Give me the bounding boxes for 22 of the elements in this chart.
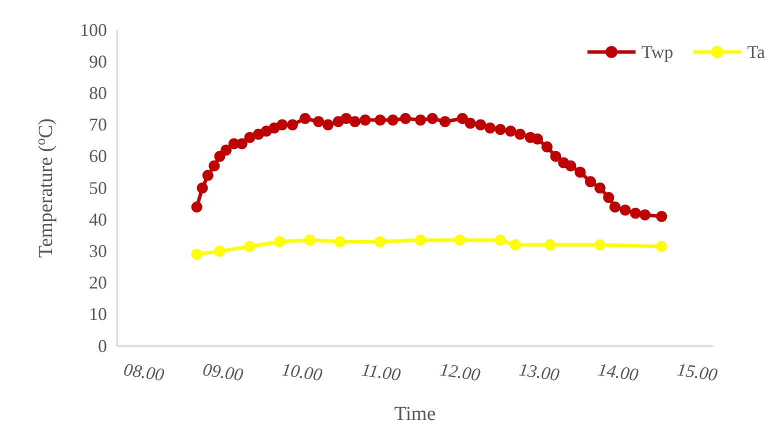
y-tick-label: 30	[89, 240, 107, 261]
y-tick-label: 40	[89, 209, 107, 230]
x-tick-label: 11.00	[360, 359, 402, 385]
y-tick-label: 50	[89, 178, 107, 198]
x-tick-label: 10.00	[280, 359, 324, 385]
x-tick-label: 14.00	[596, 359, 640, 385]
y-tick-label: 60	[89, 146, 107, 166]
x-tick-label: 08.00	[122, 359, 166, 385]
y-tick-label: 100	[80, 20, 107, 40]
y-tick-label: 20	[89, 272, 107, 293]
legend-label: Twp	[642, 42, 674, 62]
y-tick-label: 90	[89, 51, 107, 72]
y-tick-label: 70	[89, 114, 107, 135]
x-axis-title: Time	[394, 403, 436, 425]
x-tick-label: 13.00	[518, 359, 561, 385]
y-tick-label: 80	[89, 82, 107, 103]
x-tick-label: 15.00	[676, 359, 719, 385]
x-tick-label: 09.00	[202, 359, 244, 385]
x-tick-label: 12.00	[438, 359, 482, 385]
y-tick-label: 0	[98, 336, 107, 356]
y-tick-label: 10	[89, 304, 107, 324]
legend-label: Ta	[747, 42, 765, 62]
